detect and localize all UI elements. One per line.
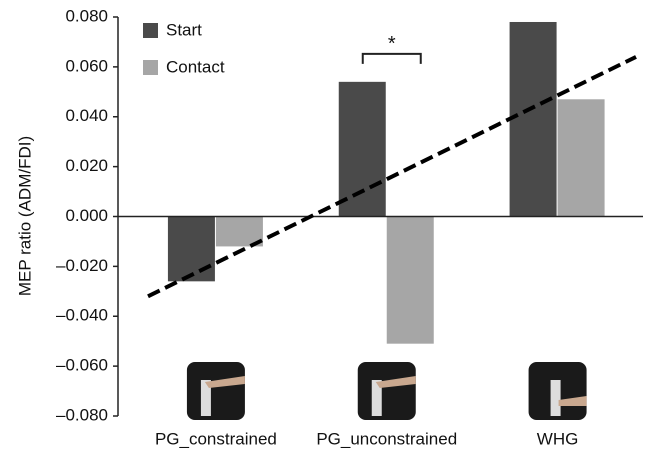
bar <box>558 99 605 216</box>
y-tick-label: 0.060 <box>65 56 108 75</box>
bar <box>339 82 386 217</box>
legend-swatch <box>143 23 158 38</box>
significance-marker: * <box>388 33 396 55</box>
legend-label: Start <box>166 20 202 39</box>
y-axis-label: MEP ratio (ADM/FDI) <box>15 136 34 296</box>
icon-bg <box>358 362 416 420</box>
condition-icon <box>187 362 245 420</box>
y-tick-label: –0.040 <box>56 306 108 325</box>
significance-bracket <box>363 54 421 64</box>
legend-swatch <box>143 60 158 75</box>
y-tick-label: 0.000 <box>65 206 108 225</box>
bar <box>510 22 557 217</box>
bar <box>387 217 434 344</box>
y-tick-label: –0.080 <box>56 405 108 424</box>
condition-icon <box>358 362 416 420</box>
y-tick-label: –0.020 <box>56 256 108 275</box>
x-tick-label: PG_constrained <box>155 429 277 448</box>
y-tick-label: 0.020 <box>65 156 108 175</box>
y-tick-label: –0.060 <box>56 356 108 375</box>
x-tick-label: PG_unconstrained <box>316 429 457 448</box>
bar <box>168 217 215 282</box>
condition-icon <box>529 362 587 420</box>
icon-object <box>551 380 561 416</box>
chart: MEP ratio (ADM/FDI) –0.080 –0.060 –0.040 –0… <box>0 0 646 454</box>
icon-bg <box>187 362 245 420</box>
legend-label: Contact <box>166 57 225 76</box>
x-tick-label: WHG <box>537 429 579 448</box>
y-tick-label: 0.040 <box>65 106 108 125</box>
y-tick-label: 0.080 <box>65 6 108 25</box>
